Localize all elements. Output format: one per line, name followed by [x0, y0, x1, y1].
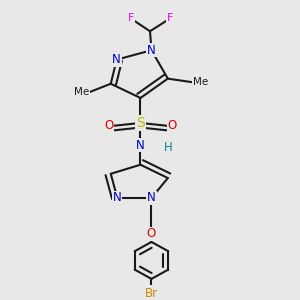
Text: Me: Me: [193, 77, 208, 87]
Text: N: N: [112, 53, 121, 66]
Text: Br: Br: [145, 287, 158, 300]
Text: O: O: [147, 227, 156, 240]
Text: Me: Me: [74, 87, 89, 97]
Text: N: N: [113, 191, 122, 204]
Text: F: F: [128, 14, 134, 23]
Text: H: H: [164, 141, 173, 154]
Text: N: N: [147, 44, 156, 57]
Text: S: S: [136, 116, 145, 130]
Text: N: N: [136, 139, 145, 152]
Text: F: F: [167, 14, 173, 23]
Text: O: O: [104, 119, 114, 132]
Text: N: N: [147, 191, 156, 204]
Text: O: O: [167, 119, 176, 132]
